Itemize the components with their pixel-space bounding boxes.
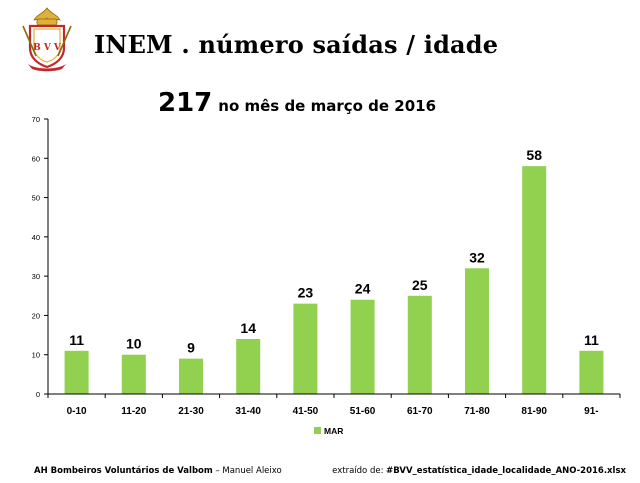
footer-credit: AH Bombeiros Voluntários de Valbom – Man… (34, 466, 282, 476)
chart-subtitle: no mês de março de 2016 (218, 97, 437, 115)
bar (350, 299, 375, 394)
x-tick-label: 91- (584, 406, 598, 417)
y-tick-label: 70 (32, 115, 40, 124)
total-count: 217 (158, 88, 213, 118)
footer-source: extraído de: #BVV_estatística_idade_loca… (332, 466, 626, 476)
bombeiros-logo: B V V (22, 7, 72, 72)
bar (178, 358, 204, 394)
y-tick-label: 50 (32, 194, 40, 203)
x-axis: 0-10 11-20 21-30 31-40 41-50 51-60 61-70 71-80 8… (47, 393, 621, 417)
x-tick-label: 11-20 (121, 406, 146, 417)
x-tick-label: 31-40 (235, 406, 261, 417)
data-label: 32 (469, 249, 485, 265)
data-label: 11 (69, 332, 84, 348)
bars: 11 10 9 14 23 24 25 32 58 11 (64, 147, 604, 394)
logo-axes-icon (22, 25, 72, 57)
x-tick-label: 61-70 (407, 406, 433, 417)
logo-flames-icon (33, 7, 61, 21)
x-tick-label: 51-60 (350, 406, 376, 417)
y-tick-label: 10 (32, 351, 40, 360)
data-label: 58 (526, 147, 542, 163)
chart-headline: 217 no mês de março de 2016 (158, 88, 436, 118)
y-tick-label: 60 (32, 154, 40, 163)
data-label: 25 (412, 277, 428, 293)
y-tick-label: 0 (36, 390, 40, 399)
y-tick-label: 40 (32, 233, 40, 242)
data-label: 10 (126, 336, 142, 352)
x-tick-label: 21-30 (178, 406, 204, 417)
bar (579, 350, 604, 394)
legend: MAR (314, 426, 343, 436)
y-tick-label: 20 (32, 311, 40, 320)
x-tick-label: 81-90 (521, 406, 547, 417)
x-tick-label: 71-80 (464, 406, 490, 417)
x-tick-label: 41-50 (293, 406, 319, 417)
bar (464, 268, 490, 394)
logo-shield-icon (28, 24, 66, 69)
data-label: 11 (584, 332, 599, 348)
legend-swatch (314, 427, 321, 434)
data-label: 24 (355, 281, 371, 297)
bar (293, 303, 318, 394)
bar (64, 350, 89, 394)
legend-label: MAR (324, 426, 343, 436)
y-axis: 0 10 20 30 40 50 60 70 (32, 115, 49, 399)
bar (236, 339, 261, 394)
logo-ribbon-icon (28, 64, 66, 72)
data-label: 23 (298, 285, 314, 301)
footer-separator: – (212, 466, 223, 476)
page-title: INEM . número saídas / idade (94, 30, 499, 59)
x-tick-label: 0-10 (67, 406, 87, 417)
bar (121, 354, 146, 394)
source-prefix: extraído de: (332, 466, 387, 476)
y-tick-label: 30 (32, 272, 40, 281)
organization-name: AH Bombeiros Voluntários de Valbom (34, 466, 213, 476)
source-file: #BVV_estatística_idade_localidade_ANO-20… (386, 466, 626, 476)
logo-text: B V V (33, 43, 62, 53)
data-label: 9 (187, 340, 195, 356)
bar (407, 295, 432, 394)
author-name: Manuel Aleixo (222, 466, 282, 476)
bar (522, 166, 547, 394)
data-label: 14 (240, 320, 256, 336)
